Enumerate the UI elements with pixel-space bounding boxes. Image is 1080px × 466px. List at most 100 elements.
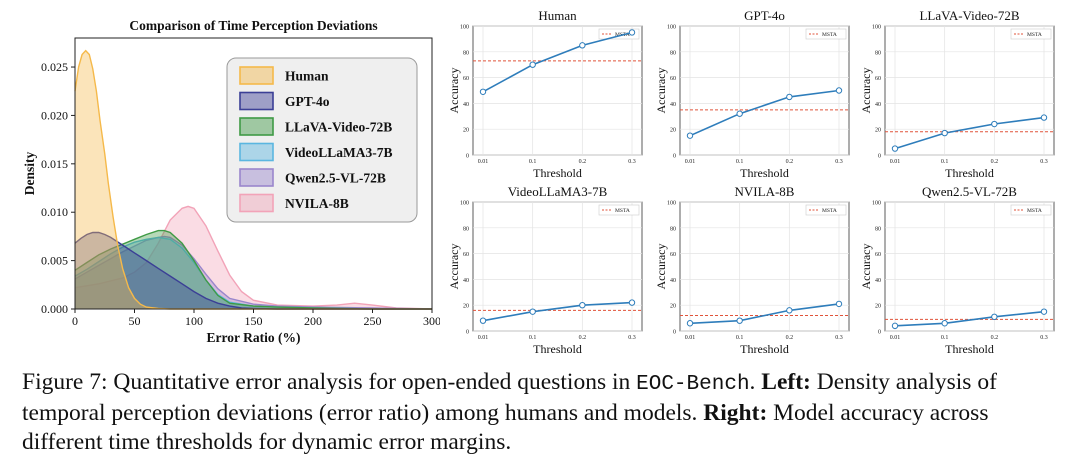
density-area-human <box>75 50 432 309</box>
x-tick-label: 0.1 <box>941 335 949 341</box>
x-tick-label: 0.3 <box>628 159 636 165</box>
y-axis-label: Accuracy <box>859 68 873 114</box>
x-tick-label: 0.1 <box>736 335 744 341</box>
legend-label-msta: MSTA <box>822 32 837 38</box>
plot-frame <box>679 201 850 332</box>
y-tick-label: 60 <box>875 76 881 82</box>
x-tick-label: 0 <box>72 314 78 328</box>
y-tick-label: 60 <box>463 252 469 258</box>
legend-label-videollama3-7b: VideoLLaMA3-7B <box>285 145 393 160</box>
y-tick-label: 40 <box>875 102 881 108</box>
legend-swatch-llava-video-72b <box>239 117 274 136</box>
legend-label-msta: MSTA <box>615 208 630 214</box>
legend-swatch-gpt-4o <box>239 91 274 111</box>
data-point-0-3 <box>835 87 843 94</box>
accuracy-line <box>689 303 840 325</box>
accuracy-threshold-charts: 0 20 40 60 80 100 0.01 0.1 0.2 0.3 MSTA Human Thresh… <box>447 8 1055 356</box>
data-point-0-1 <box>941 129 948 137</box>
x-tick-label: 150 <box>245 314 263 328</box>
y-tick-label: 100 <box>667 25 676 31</box>
density-area-videollama3-7b <box>75 237 432 309</box>
y-tick-label: 0 <box>878 330 881 336</box>
plot-frame <box>884 25 1055 156</box>
caption-right-text: Model accuracy across different time thr… <box>22 400 989 455</box>
x-axis-label: Threshold <box>740 166 789 180</box>
data-point-0-01 <box>891 145 899 152</box>
x-tick-label: 100 <box>185 314 203 328</box>
subplot-title: VideoLLaMA3-7B <box>508 184 608 199</box>
y-tick-label: 0.015 <box>41 157 68 171</box>
data-point-0-2 <box>786 307 793 314</box>
data-point-0-3 <box>1040 114 1048 121</box>
y-axis-label: Accuracy <box>447 68 461 114</box>
data-point-0-1 <box>941 320 948 327</box>
subplot-title: Human <box>538 8 577 23</box>
y-axis-label: Accuracy <box>447 244 461 290</box>
plot-frame <box>679 25 850 156</box>
data-point-0-1 <box>529 308 536 315</box>
x-tick-label: 0.3 <box>628 335 636 341</box>
legend-swatch-nvila-8b <box>239 193 274 213</box>
y-tick-label: 60 <box>670 76 676 82</box>
legend-label-msta: MSTA <box>1027 32 1042 38</box>
y-tick-label: 80 <box>463 226 469 232</box>
caption-label: Figure 7: <box>22 369 108 395</box>
density-line-qwen2-5-vl-72b <box>74 235 433 310</box>
data-point-0-2 <box>991 120 998 128</box>
y-tick-label: 0.010 <box>41 205 68 219</box>
plot-frame <box>884 201 1055 332</box>
x-axis-label: Threshold <box>533 166 582 180</box>
y-tick-label: 20 <box>875 128 881 134</box>
x-axis-label: Threshold <box>945 342 994 356</box>
y-tick-label: 0.025 <box>41 60 68 74</box>
y-tick-label: 60 <box>463 76 469 82</box>
data-point-0-2 <box>991 313 998 321</box>
caption-left-label: Left: <box>761 369 811 395</box>
figure-caption: Figure 7: Quantitative error analysis fo… <box>22 368 1067 457</box>
x-tick-label: 0.3 <box>835 335 843 341</box>
legend-swatch-human <box>239 66 274 85</box>
y-tick-label: 0.000 <box>41 302 68 316</box>
y-tick-label: 100 <box>667 201 676 207</box>
y-tick-label: 40 <box>463 278 469 284</box>
x-tick-label: 0.01 <box>685 159 696 165</box>
x-tick-label: 0.2 <box>579 335 587 341</box>
subplot-title: NVILA-8B <box>735 184 795 199</box>
y-tick-label: 0.005 <box>41 254 68 268</box>
subplot-title: GPT-4o <box>744 8 785 23</box>
data-point-0-1 <box>736 317 743 324</box>
legend-swatch-qwen2-5-vl-72b <box>239 168 274 187</box>
y-tick-label: 20 <box>670 128 676 134</box>
legend-label-gpt-4o: GPT-4o <box>285 94 330 109</box>
y-tick-label: 20 <box>463 304 469 310</box>
y-axis-label: Density <box>22 152 37 196</box>
x-tick-label: 0.1 <box>529 159 537 165</box>
y-axis-label: Accuracy <box>654 68 668 114</box>
subplot-videollama3-7b: 0 20 40 60 80 100 0.01 0.1 0.2 0.3 MSTA VideoLLaMA3… <box>447 184 643 356</box>
x-tick-label: 200 <box>304 314 322 328</box>
x-tick-label: 0.3 <box>1040 335 1048 341</box>
x-tick-label: 0.1 <box>529 335 537 341</box>
subplot-title: Qwen2.5-VL-72B <box>922 184 1017 199</box>
x-tick-label: 0.01 <box>890 159 901 165</box>
y-tick-label: 40 <box>670 102 676 108</box>
x-tick-label: 250 <box>364 314 382 328</box>
density-area-llava-video-72b <box>75 230 432 309</box>
density-line-llava-video-72b <box>74 229 432 310</box>
y-tick-label: 40 <box>463 102 469 108</box>
legend-label-msta: MSTA <box>1027 208 1042 214</box>
data-point-0-2 <box>786 93 793 101</box>
data-point-0-2 <box>579 42 586 49</box>
y-tick-label: 80 <box>875 226 881 232</box>
legend-swatch-videollama3-7b <box>239 142 274 162</box>
y-tick-label: 100 <box>460 201 469 207</box>
data-point-0-1 <box>529 61 536 68</box>
chart-title: Comparison of Time Perception Deviations <box>129 18 377 33</box>
legend-label-human: Human <box>285 69 329 84</box>
y-tick-label: 0 <box>673 330 676 336</box>
density-area-qwen2-5-vl-72b <box>75 236 432 309</box>
x-tick-label: 300 <box>423 314 440 328</box>
y-tick-label: 60 <box>875 252 881 258</box>
legend-label-nvila-8b: NVILA-8B <box>285 196 349 211</box>
legend-box <box>598 28 640 40</box>
